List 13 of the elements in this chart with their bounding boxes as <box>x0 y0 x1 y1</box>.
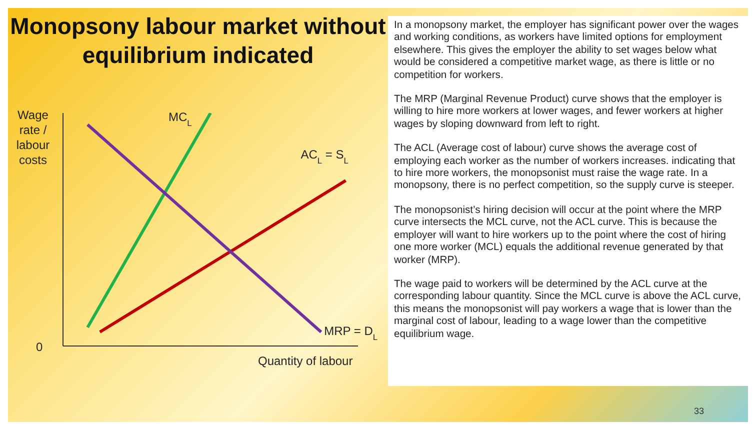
series-label: MRP = D$_{L}$ <box>324 324 378 342</box>
series-label: MC$_{L}$ <box>168 110 192 128</box>
text: 33 <box>694 406 704 416</box>
y-axis-title: Wage rate / labour costs <box>15 108 51 168</box>
text: The wage paid to workers will be determined by the ACL curve at the corresponding labour quantity. Since the MCL curve is above the ACL curve, this means the monopsonist will pay workers a wage that is lower than the marginal cost of labour, leading to a wage lower than the competitive equilibrium wage. <box>394 278 742 341</box>
text: The monopsonist’s hiring decision will occur at the point where the MRP curve intersects the MCL curve, not the ACL curve. This is because the employer will want to hire workers up to the point where the cost of hiring one more worker (MCL) equals the additional revenue generated by that worker (MRP). <box>394 204 727 267</box>
x-axis-title: Quantity of labour <box>258 354 353 368</box>
series-label: AC$_{L}$ = S$_{L}$ <box>300 148 349 166</box>
text: The ACL (Average cost of labour) curve shows the average cost of employing each worker as the number of workers increases. indicating that to hire more workers, the monopsonist must raise the wage rate. In a monopsony, there is no perfect competition, so the supply curve is steeper. <box>394 143 736 193</box>
chart-title: Monopsony labour market without equilibrium indicated <box>9 12 387 70</box>
text: 0 <box>36 340 43 354</box>
text: In a monopsony market, the employer has significant power over the wages and working conditions, as workers have limited options for employment elsewhere. This gives the employer the ability to set wages below what would be considered a competitive market wage, as there is little or no competition for workers. <box>394 20 740 82</box>
text: The MRP (Marginal Revenue Product) curve shows that the employer is willing to hire more workers at lower wages, and fewer workers at higher wages by sloping downward from left to right. <box>394 94 724 132</box>
